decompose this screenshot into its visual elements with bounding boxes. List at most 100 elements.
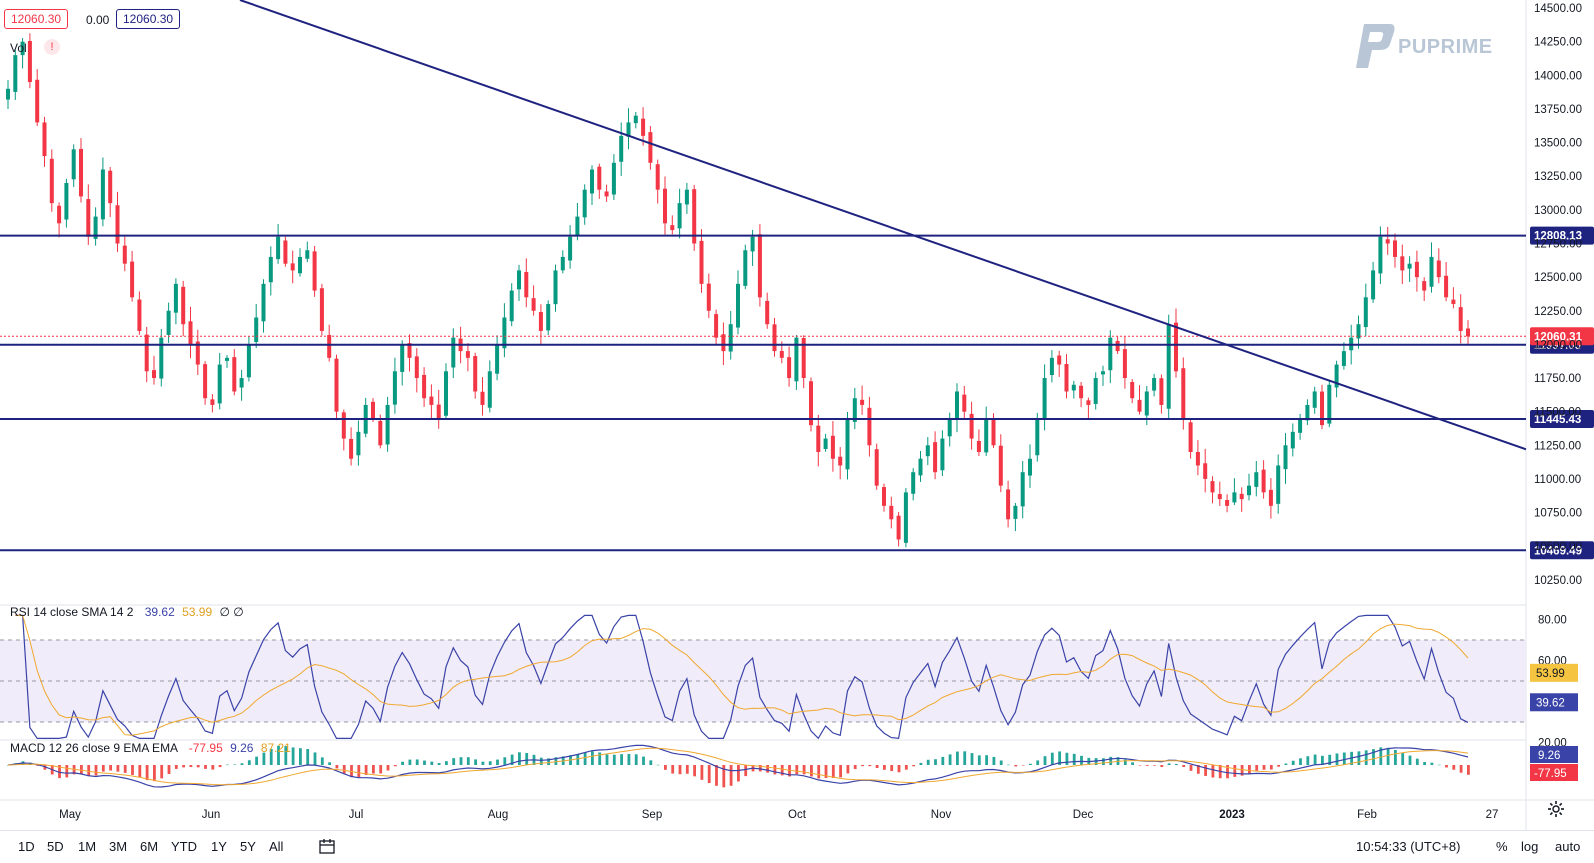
macd-hist-bar bbox=[299, 748, 302, 765]
macd-hist-bar bbox=[1036, 760, 1040, 765]
candle-body bbox=[1027, 458, 1033, 476]
tf-3m[interactable]: 3M bbox=[109, 839, 128, 854]
macd-hist-bar bbox=[101, 765, 105, 772]
candle-body bbox=[509, 290, 514, 322]
macd-hist-bar bbox=[1145, 765, 1149, 766]
percent-toggle[interactable]: % bbox=[1496, 839, 1508, 854]
candle-body bbox=[728, 324, 733, 352]
tf-ytd[interactable]: YTD bbox=[171, 839, 197, 854]
candle-body bbox=[49, 158, 54, 204]
macd-hist-bar bbox=[1153, 765, 1156, 766]
macd-hist-bar bbox=[510, 754, 514, 765]
macd-hist-bar bbox=[196, 765, 200, 768]
price-tick: 10250.00 bbox=[1534, 575, 1582, 587]
grid bbox=[0, 0, 1594, 830]
tf-6m[interactable]: 6M bbox=[140, 839, 159, 854]
level-label-bg bbox=[1530, 541, 1594, 560]
level-label: 10469.49 bbox=[1534, 545, 1582, 557]
price-tick: 13250.00 bbox=[1534, 171, 1582, 183]
macd-hist-bar bbox=[839, 765, 843, 778]
candle-body bbox=[582, 189, 587, 218]
macd-hist-bar bbox=[1372, 749, 1375, 765]
macd-hist-bar bbox=[379, 765, 383, 774]
macd-hist-bar bbox=[766, 765, 770, 773]
macd-hist-bar bbox=[547, 758, 551, 765]
candle-body bbox=[1392, 240, 1398, 257]
candle-body bbox=[224, 357, 230, 361]
macd-hist-bar bbox=[1445, 765, 1448, 768]
trendline[interactable] bbox=[239, 0, 1527, 451]
macd-pane: 9.26 -77.95 bbox=[7, 744, 1578, 788]
macd-hist-bar bbox=[598, 752, 602, 765]
tf-5y[interactable]: 5Y bbox=[240, 839, 256, 854]
macd-hist-bar bbox=[1262, 765, 1266, 770]
candle-body bbox=[648, 132, 653, 163]
time-axis[interactable]: May Jun Jul Aug Sep Oct Nov Dec 2023 Feb 27 bbox=[59, 809, 1498, 821]
macd-hist-bar bbox=[926, 759, 930, 765]
macd-hist-bar bbox=[1233, 765, 1237, 777]
tf-all[interactable]: All bbox=[269, 839, 284, 854]
tf-1d[interactable]: 1D bbox=[18, 839, 35, 854]
candle-body bbox=[1108, 337, 1113, 371]
rsi-axis-label: 39.62 bbox=[1536, 697, 1565, 709]
macd-hist-bar bbox=[591, 751, 594, 765]
macd-hist-bar bbox=[656, 764, 660, 766]
candle-body bbox=[1057, 355, 1062, 365]
candle-body bbox=[407, 343, 412, 358]
candle-body bbox=[20, 41, 25, 56]
macd-hist-bar bbox=[474, 759, 478, 765]
macd-hist-bar bbox=[963, 751, 967, 765]
macd-hist-bar bbox=[1248, 765, 1251, 774]
gear-icon[interactable] bbox=[1547, 800, 1565, 818]
auto-toggle[interactable]: auto bbox=[1555, 839, 1581, 854]
macd-hist-bar bbox=[985, 755, 989, 765]
rsi-legend[interactable]: RSI 14 close SMA 14 2 39.62 53.99 ∅ ∅ bbox=[10, 605, 244, 619]
macd-hist-bar bbox=[941, 756, 945, 765]
candle-body bbox=[860, 399, 865, 405]
candle-body bbox=[1407, 263, 1412, 269]
tf-5d[interactable]: 5D bbox=[47, 839, 64, 854]
candle-body bbox=[1465, 328, 1471, 337]
macd-hist-bar bbox=[1277, 765, 1281, 767]
candle-body bbox=[1312, 391, 1317, 408]
candle-body bbox=[611, 162, 616, 195]
date-range-icon[interactable] bbox=[318, 838, 336, 856]
macd-hist-bar bbox=[1401, 753, 1405, 765]
macd-hist-bar bbox=[342, 765, 346, 774]
candle-body bbox=[1400, 256, 1405, 271]
candle-body bbox=[991, 419, 996, 446]
candle-body bbox=[662, 188, 668, 224]
candle-body bbox=[473, 356, 478, 392]
candle-body bbox=[115, 205, 120, 244]
tf-1m[interactable]: 1M bbox=[78, 839, 97, 854]
price-axis[interactable]: 14500.00 14250.00 14000.00 13750.00 13500.00… bbox=[1534, 3, 1582, 587]
macd-hist-bar bbox=[306, 749, 310, 765]
price-box-2: 12060.30 bbox=[116, 9, 181, 29]
price-tick: 12750.00 bbox=[1534, 238, 1582, 250]
macd-hist-bar bbox=[970, 753, 974, 765]
macd-hist-bar bbox=[1007, 764, 1010, 766]
candle-body bbox=[130, 261, 135, 298]
candle-body bbox=[1254, 472, 1259, 487]
macd-hist-bar bbox=[284, 746, 288, 765]
candle-body bbox=[655, 164, 660, 190]
log-toggle[interactable]: log bbox=[1521, 839, 1539, 854]
macd-hist-bar bbox=[313, 752, 317, 765]
candle-body bbox=[334, 358, 339, 412]
candle-body bbox=[1122, 349, 1127, 379]
macd-hist-bar bbox=[1102, 758, 1105, 765]
macd-hist-bar bbox=[1379, 747, 1383, 765]
candle-body bbox=[765, 300, 770, 325]
candle-body bbox=[1173, 322, 1179, 372]
clock-time[interactable]: 10:54:33 (UTC+8) bbox=[1356, 839, 1461, 854]
trendline-segment[interactable] bbox=[239, 0, 1527, 451]
macd-legend[interactable]: MACD 12 26 close 9 EMA EMA -77.95 9.26 8… bbox=[10, 741, 291, 755]
macd-hist-value: -77.95 bbox=[188, 741, 223, 755]
tf-1y[interactable]: 1Y bbox=[211, 839, 227, 854]
warning-icon[interactable]: ! bbox=[44, 39, 60, 55]
macd-hist-bar bbox=[525, 752, 529, 765]
vol-label[interactable]: Vol bbox=[10, 41, 27, 55]
candle-body bbox=[568, 236, 573, 261]
